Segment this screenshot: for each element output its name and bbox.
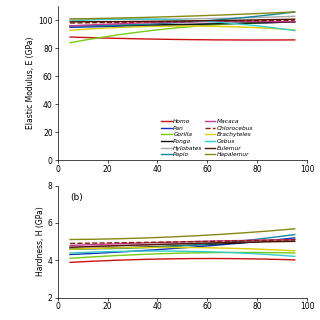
Y-axis label: Elastic Modulus, E (GPa): Elastic Modulus, E (GPa) [27,37,36,130]
Legend: Homo, Pan, Gorilla, Pongo, Hylobates, Papio, Macaca, Chlorocebus, Brachyteles, C: Homo, Pan, Gorilla, Pongo, Hylobates, Pa… [161,119,254,157]
Y-axis label: Hardness, H (GPa): Hardness, H (GPa) [36,207,45,276]
Text: (b): (b) [70,193,83,203]
